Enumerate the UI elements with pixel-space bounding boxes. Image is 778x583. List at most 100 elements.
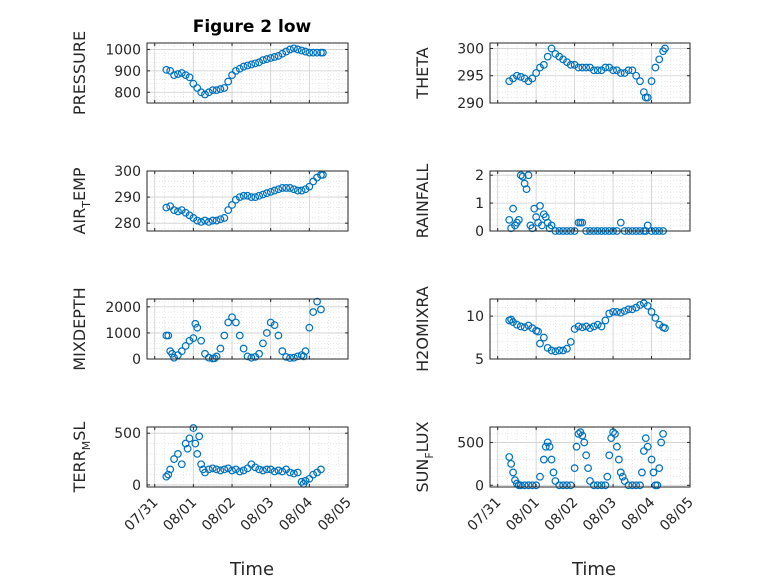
data-point xyxy=(589,481,598,490)
x-tick-label: 07/31 xyxy=(465,495,505,535)
y-axis-label-main: PRESSURE xyxy=(70,31,89,115)
data-point xyxy=(201,216,209,225)
data-point xyxy=(289,185,298,194)
y-tick-label: 0 xyxy=(132,352,141,368)
data-point xyxy=(305,474,314,483)
data-point xyxy=(545,442,554,451)
data-point xyxy=(514,215,523,224)
data-point xyxy=(597,481,606,490)
data-point xyxy=(170,455,178,463)
data-point xyxy=(270,321,279,329)
data-point xyxy=(259,190,267,199)
data-point xyxy=(216,215,225,224)
data-point xyxy=(204,88,213,97)
data-point xyxy=(543,438,552,447)
axes-background xyxy=(147,427,348,487)
y-axis-label-rest: SL xyxy=(70,422,89,441)
data-point xyxy=(528,481,537,490)
data-point xyxy=(551,477,560,485)
data-point xyxy=(639,447,648,455)
data-point xyxy=(266,187,275,196)
data-point xyxy=(251,463,260,472)
data-point xyxy=(220,465,229,474)
data-point xyxy=(574,429,583,438)
data-point xyxy=(274,466,283,475)
data-point xyxy=(239,466,248,475)
data-point xyxy=(572,442,581,451)
data-point xyxy=(293,468,302,477)
data-point xyxy=(616,468,625,477)
data-point xyxy=(614,455,623,464)
data-point xyxy=(286,45,294,54)
data-point xyxy=(547,455,556,464)
data-point xyxy=(189,424,198,432)
data-point xyxy=(586,324,594,333)
data-point xyxy=(243,464,252,473)
data-point xyxy=(197,460,206,469)
axes-box xyxy=(489,298,691,360)
data-point xyxy=(193,84,202,92)
data-point xyxy=(239,344,248,353)
data-point xyxy=(589,66,598,75)
data-point xyxy=(293,45,302,54)
data-point xyxy=(228,201,236,209)
y-tick-label: 280 xyxy=(114,216,141,232)
data-point xyxy=(177,347,186,356)
data-point xyxy=(274,185,283,194)
data-point xyxy=(605,309,614,318)
data-point xyxy=(618,472,627,481)
y-axis-label-main: H2OMIXRA xyxy=(413,286,432,372)
data-point xyxy=(628,305,637,314)
data-point xyxy=(603,472,612,481)
y-axis-label: RAINFALL xyxy=(413,164,432,239)
data-point xyxy=(534,327,542,336)
y-tick-label: 5 xyxy=(475,352,484,368)
data-point xyxy=(647,307,656,316)
axes-box xyxy=(489,426,691,488)
data-point xyxy=(620,477,629,485)
data-point xyxy=(255,465,264,474)
data-point xyxy=(193,450,202,458)
data-point xyxy=(643,93,652,102)
data-point xyxy=(597,322,606,331)
data-point xyxy=(247,353,256,362)
data-point xyxy=(278,49,287,58)
data-point xyxy=(318,171,327,179)
data-point xyxy=(297,351,306,359)
y-tick-label: 500 xyxy=(114,426,141,442)
data-point xyxy=(270,467,279,476)
data-point xyxy=(524,171,533,180)
data-point xyxy=(255,58,264,67)
y-axis-label-main: TERR xyxy=(70,450,89,493)
data-point xyxy=(193,216,202,225)
y-axis-label-rest: LUX xyxy=(413,421,432,452)
data-point xyxy=(655,320,664,329)
data-point xyxy=(661,44,669,53)
data-point xyxy=(559,481,567,490)
data-point xyxy=(259,339,267,348)
data-point xyxy=(509,204,517,213)
data-point xyxy=(255,349,264,358)
data-point xyxy=(593,320,602,329)
data-point xyxy=(643,442,652,451)
data-point xyxy=(162,65,171,74)
data-point xyxy=(547,221,556,230)
y-tick-label: 2000 xyxy=(105,300,141,316)
data-point xyxy=(541,442,550,451)
data-point xyxy=(509,468,517,477)
data-point xyxy=(170,353,178,362)
subplot-6: 5 10 H2OMIXRA xyxy=(413,286,691,372)
data-point xyxy=(262,329,271,337)
data-point xyxy=(220,214,229,222)
data-point xyxy=(659,429,667,438)
data-point xyxy=(174,70,182,78)
data-point xyxy=(528,224,537,233)
data-point xyxy=(309,177,318,186)
data-point xyxy=(507,459,516,468)
data-point xyxy=(582,322,591,331)
x-tick-label: 08/01 xyxy=(160,495,200,535)
data-point xyxy=(649,468,658,477)
data-point xyxy=(224,464,233,473)
x-axis-label-right: Time xyxy=(571,559,616,580)
axes-background xyxy=(490,43,690,103)
